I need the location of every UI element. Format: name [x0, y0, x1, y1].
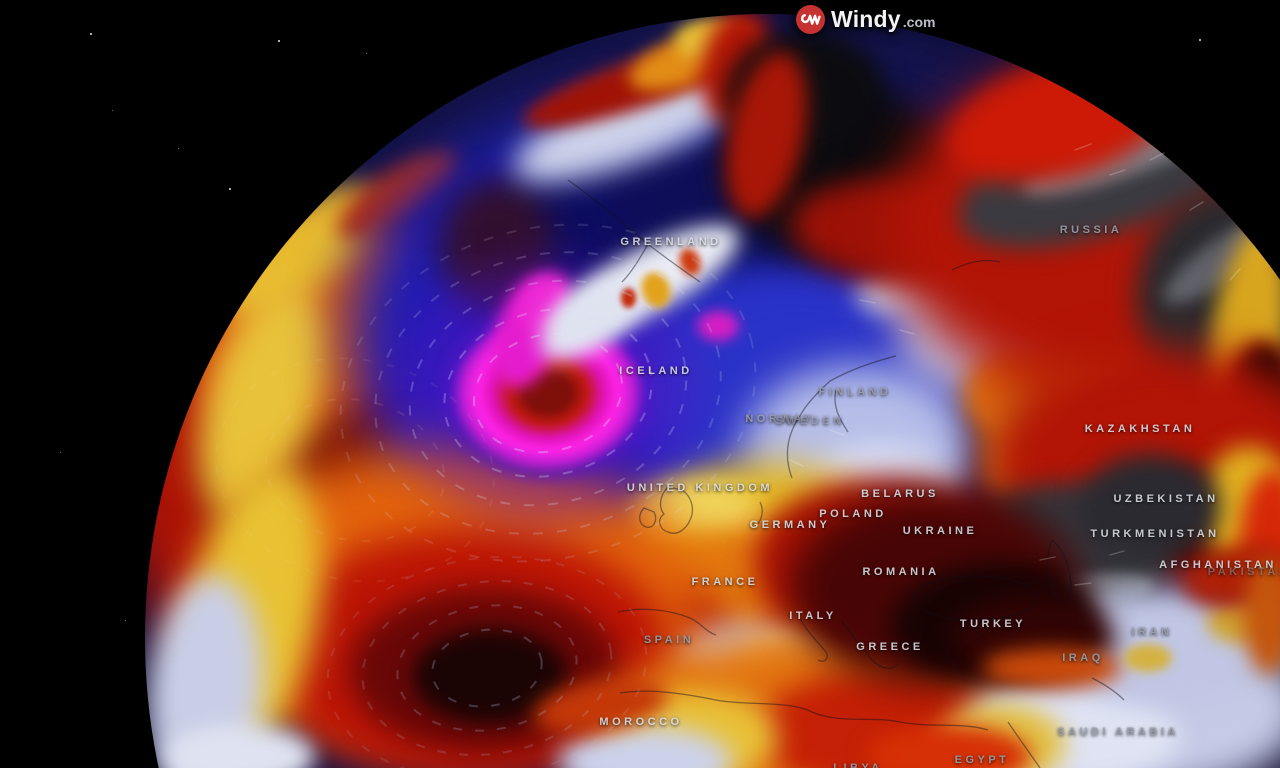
anomaly-blob [1080, 453, 1220, 559]
star [112, 110, 113, 111]
anomaly-blob [1124, 644, 1172, 672]
globe-map[interactable] [145, 14, 1280, 768]
star [229, 188, 231, 190]
star [60, 452, 61, 453]
star [125, 620, 126, 621]
star [1199, 39, 1201, 41]
anomaly-blob [620, 288, 636, 308]
logo-brand-text: Windy [831, 5, 901, 32]
star [90, 33, 92, 35]
anomaly-blob [865, 725, 1031, 768]
anomaly-blob [1243, 558, 1280, 674]
star [278, 40, 280, 42]
windy-swirl-icon [796, 4, 825, 34]
star [178, 148, 179, 149]
anomaly-blob [982, 648, 1122, 688]
anomaly-blob [697, 311, 739, 341]
star [366, 53, 367, 54]
logo-suffix-text: .com [902, 14, 936, 30]
windy-logo[interactable]: Windy .com [796, 2, 935, 36]
